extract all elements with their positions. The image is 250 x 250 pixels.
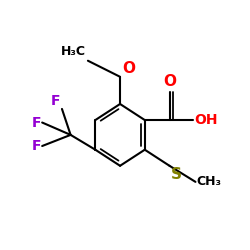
Text: O: O (163, 74, 176, 89)
Text: S: S (171, 167, 182, 182)
Text: F: F (51, 94, 61, 108)
Text: F: F (32, 139, 41, 153)
Text: H₃C: H₃C (60, 45, 86, 58)
Text: F: F (32, 116, 41, 130)
Text: OH: OH (194, 113, 218, 127)
Text: CH₃: CH₃ (197, 175, 222, 188)
Text: O: O (122, 60, 136, 76)
